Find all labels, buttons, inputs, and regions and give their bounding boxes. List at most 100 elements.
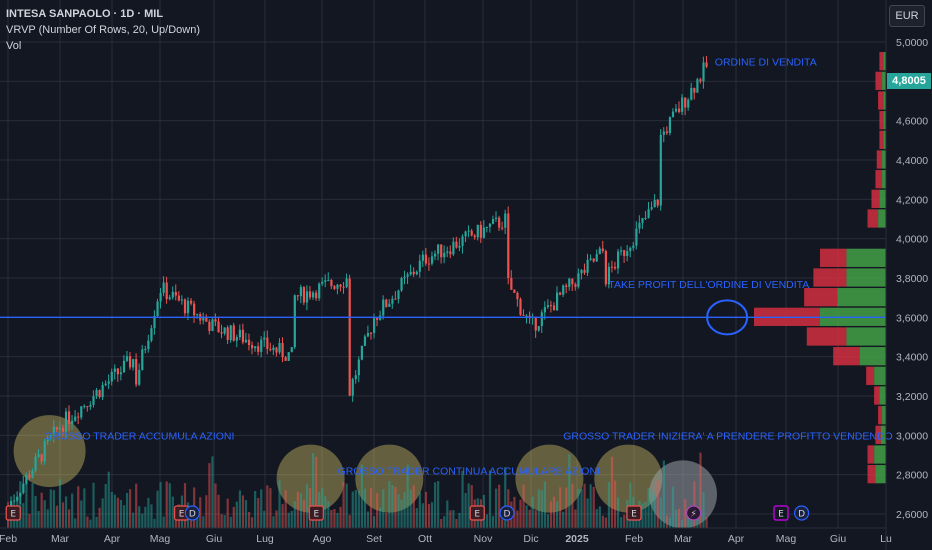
volume-bar bbox=[293, 501, 296, 528]
event-marker[interactable] bbox=[793, 505, 810, 521]
price-tick-label: 3,8000 bbox=[896, 273, 928, 285]
candle-body bbox=[168, 297, 171, 300]
price-axis[interactable]: 5,00004,80004,60004,40004,20004,00003,80… bbox=[885, 0, 928, 550]
time-tick-label: Mar bbox=[51, 533, 70, 545]
volume-bar bbox=[147, 497, 150, 528]
currency-button[interactable]: EUR bbox=[889, 5, 925, 27]
candle-body bbox=[308, 291, 312, 298]
annotation-text[interactable]: TAKE PROFIT DELL'ORDINE DI VENDITA bbox=[608, 279, 809, 291]
candle-body bbox=[190, 300, 193, 304]
event-marker[interactable] bbox=[5, 505, 21, 521]
time-tick-label: Apr bbox=[728, 533, 745, 545]
candle-body bbox=[647, 209, 650, 218]
volume-bar bbox=[25, 480, 28, 528]
candle-body bbox=[144, 349, 147, 351]
volume-bar bbox=[671, 486, 675, 528]
profile-row-up bbox=[882, 170, 886, 189]
price-tick-label: 4,2000 bbox=[896, 194, 928, 206]
candle-body bbox=[129, 356, 132, 368]
candle-body bbox=[354, 375, 357, 380]
volume-bar bbox=[552, 496, 556, 528]
volume-bar bbox=[458, 512, 461, 528]
time-tick-label: Lu bbox=[880, 533, 892, 545]
event-marker-label: E bbox=[631, 510, 637, 520]
event-marker[interactable] bbox=[626, 505, 642, 521]
volume-bar bbox=[171, 496, 174, 528]
volume-bar bbox=[464, 493, 467, 528]
profile-row-up bbox=[874, 366, 886, 385]
volume-bar bbox=[546, 514, 550, 528]
candle-body bbox=[681, 97, 684, 112]
candle-body bbox=[43, 441, 46, 462]
candle-body bbox=[577, 273, 580, 287]
candle-body bbox=[653, 199, 656, 208]
indicator-label[interactable]: VRVP (Number Of Rows, 20, Up/Down) bbox=[6, 24, 200, 36]
annotations[interactable]: ORDINE DI VENDITA TAKE PROFIT DELL'ORDINE… bbox=[44, 57, 892, 478]
volume-bar bbox=[348, 515, 351, 528]
highlight-circle bbox=[13, 415, 86, 488]
candle-body bbox=[388, 303, 391, 307]
candle-body bbox=[552, 305, 556, 311]
candle-body bbox=[193, 303, 196, 316]
volume-bar bbox=[141, 513, 144, 528]
candle-body bbox=[525, 315, 528, 317]
profile-row-up bbox=[859, 347, 886, 366]
drawn-ellipse[interactable] bbox=[706, 299, 749, 336]
volume-bar bbox=[653, 494, 656, 528]
profile-row-up bbox=[878, 209, 886, 228]
event-marker[interactable] bbox=[469, 505, 485, 521]
volume-bar bbox=[71, 493, 74, 528]
grid-lines bbox=[0, 0, 887, 528]
candle-body bbox=[183, 299, 187, 314]
annotation-text[interactable]: ORDINE DI VENDITA bbox=[715, 57, 817, 69]
profile-row-down bbox=[876, 150, 883, 169]
annotation-text[interactable]: GROSSO TRADER CONTINUA ACCUMULARE AZIONI bbox=[338, 466, 600, 478]
candle-body bbox=[290, 347, 293, 353]
volume-label[interactable]: Vol bbox=[6, 40, 22, 52]
candle-body bbox=[342, 286, 345, 288]
volume-bar bbox=[501, 519, 504, 528]
candle-body bbox=[534, 316, 537, 331]
event-marker[interactable] bbox=[499, 505, 515, 521]
symbol-title[interactable]: INTESA SANPAOLO · 1D · MIL bbox=[6, 8, 164, 20]
candle-body bbox=[424, 254, 428, 264]
candle-body bbox=[226, 327, 229, 341]
volume-bar bbox=[641, 503, 644, 528]
event-marker[interactable] bbox=[308, 505, 324, 521]
volume-bar bbox=[537, 489, 540, 528]
volume-bar bbox=[226, 498, 229, 528]
annotation-text[interactable]: GROSSO TRADER ACCUMULA AZIONI bbox=[44, 430, 234, 442]
annotation-text[interactable]: GROSSO TRADER INIZIERA' A PRENDERE PROFI… bbox=[563, 430, 893, 442]
volume-bar bbox=[604, 517, 607, 528]
candle-body bbox=[86, 406, 89, 408]
candle-body bbox=[153, 315, 156, 329]
candle-body bbox=[650, 207, 653, 210]
volume-bar bbox=[540, 490, 543, 528]
time-axis[interactable]: Feb Mar Apr Mag Giu Lug Ago Set Ott Nov Dic 2025 Feb… bbox=[0, 527, 892, 545]
candle-body bbox=[430, 256, 434, 264]
candle-body bbox=[501, 227, 504, 229]
time-tick-label: Ago bbox=[313, 533, 332, 545]
event-marker-label: D bbox=[189, 510, 196, 520]
volume-bar bbox=[461, 470, 464, 528]
volume-bar bbox=[342, 481, 345, 528]
volume-bar bbox=[549, 501, 553, 528]
volume-bar bbox=[601, 515, 604, 528]
volume-bar bbox=[266, 485, 269, 528]
candle-body bbox=[476, 224, 479, 238]
candle-body bbox=[571, 278, 574, 285]
volume-bar bbox=[434, 482, 437, 528]
event-marker[interactable] bbox=[685, 505, 702, 521]
event-marker[interactable] bbox=[184, 505, 200, 521]
volume-bar bbox=[415, 508, 418, 528]
profile-row-down bbox=[867, 465, 876, 484]
candle-body bbox=[644, 217, 647, 219]
event-marker-label: E bbox=[474, 510, 480, 520]
event-marker-label: E bbox=[778, 510, 784, 520]
volume-bar bbox=[260, 489, 263, 528]
event-markers[interactable]: E E D E E D E ⚡ E D bbox=[5, 505, 810, 521]
last-price-tag: 4,8005 bbox=[887, 73, 931, 90]
candle-body bbox=[25, 474, 28, 484]
event-marker[interactable] bbox=[773, 505, 789, 521]
